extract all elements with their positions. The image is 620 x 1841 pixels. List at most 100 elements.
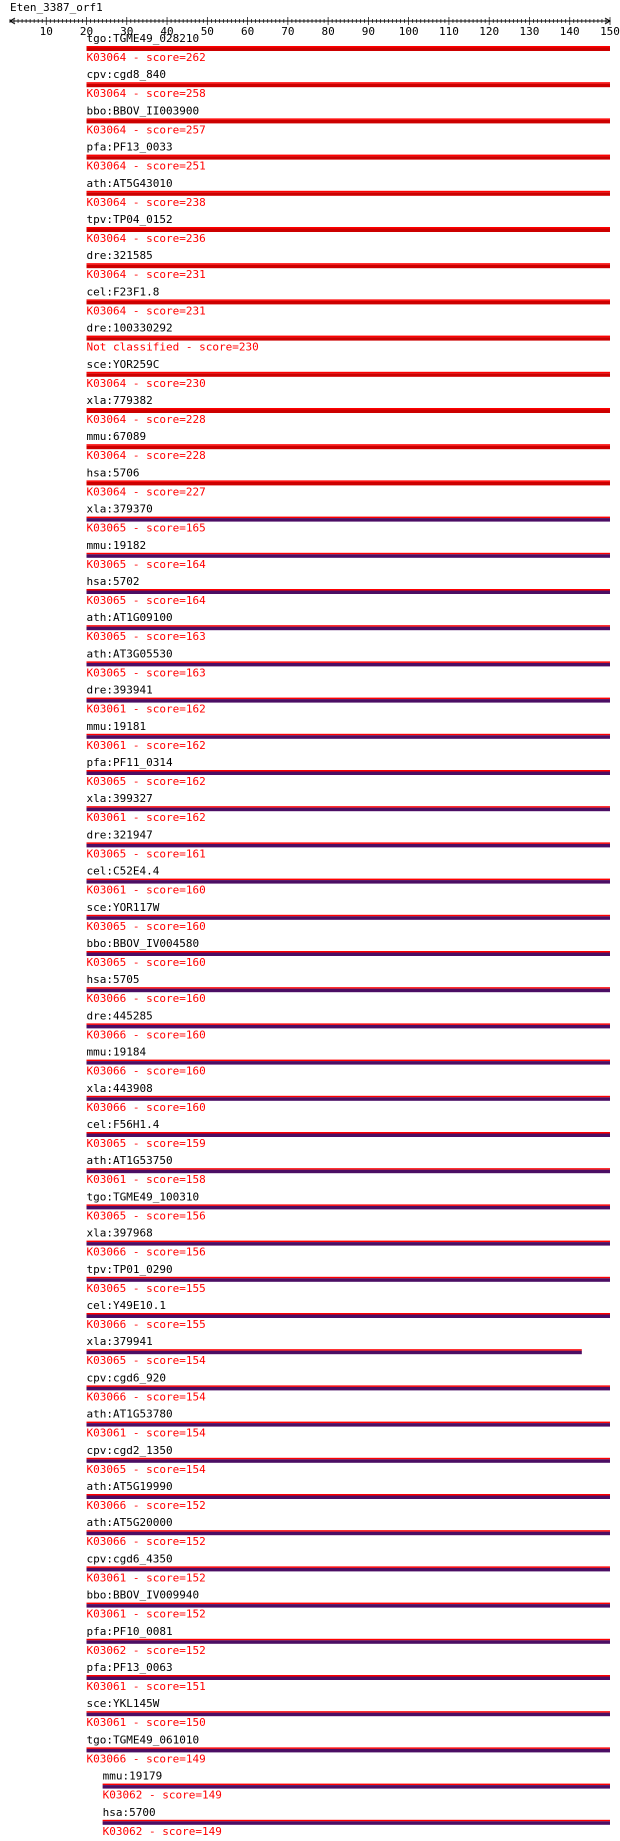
hit-bar[interactable] [86, 1640, 610, 1644]
hit-bar[interactable] [86, 1024, 610, 1029]
ko-score-label[interactable]: K03065 - score=164 [87, 594, 207, 607]
gene-label[interactable]: mmu:19179 [103, 1770, 163, 1783]
hit-bar[interactable] [86, 916, 610, 920]
gene-label[interactable]: cpv:cgd6_4350 [87, 1552, 173, 1565]
gene-label[interactable]: cpv:cgd6_920 [87, 1371, 166, 1384]
gene-label[interactable]: sce:YOR259C [87, 358, 160, 371]
gene-label[interactable]: dre:321585 [87, 249, 153, 262]
hit-bar[interactable] [102, 1785, 611, 1789]
gene-label[interactable]: cel:C52E4.4 [87, 865, 160, 878]
hit-bar[interactable] [86, 1061, 610, 1065]
ko-score-label[interactable]: K03064 - score=257 [87, 123, 206, 136]
ko-score-label[interactable]: K03066 - score=149 [87, 1752, 206, 1765]
ko-score-label[interactable]: K03061 - score=162 [87, 703, 206, 716]
ko-score-label[interactable]: K03061 - score=150 [87, 1716, 206, 1729]
gene-label[interactable]: tgo:TGME49_061010 [87, 1733, 200, 1746]
ko-score-label[interactable]: K03065 - score=159 [87, 1137, 206, 1150]
ko-score-label[interactable]: K03061 - score=152 [87, 1571, 206, 1584]
ko-score-label[interactable]: K03066 - score=155 [87, 1318, 206, 1331]
hit-bar[interactable] [86, 1748, 610, 1753]
ko-score-label[interactable]: K03061 - score=154 [87, 1427, 207, 1440]
ko-score-label[interactable]: K03062 - score=149 [103, 1825, 222, 1838]
hit-bar[interactable] [86, 337, 610, 341]
gene-label[interactable]: mmu:19184 [87, 1046, 147, 1059]
ko-score-label[interactable]: K03064 - score=228 [87, 413, 206, 426]
hit-bar[interactable] [86, 192, 610, 196]
hit-bar[interactable] [86, 47, 610, 52]
ko-score-label[interactable]: K03066 - score=160 [87, 1101, 206, 1114]
gene-label[interactable]: dre:100330292 [87, 322, 173, 335]
ko-score-label[interactable]: K03066 - score=152 [87, 1499, 206, 1512]
gene-label[interactable]: sce:YKL145W [87, 1697, 160, 1710]
gene-label[interactable]: bbo:BBOV_II003900 [87, 104, 200, 117]
hit-bar[interactable] [86, 300, 610, 305]
ko-score-label[interactable]: K03066 - score=156 [87, 1246, 206, 1259]
ko-score-label[interactable]: K03065 - score=163 [87, 666, 206, 679]
hit-bar[interactable] [86, 83, 610, 88]
ko-score-label[interactable]: K03064 - score=262 [87, 51, 206, 64]
gene-label[interactable]: cel:Y49E10.1 [87, 1299, 166, 1312]
gene-label[interactable]: ath:AT1G09100 [87, 611, 173, 624]
gene-label[interactable]: ath:AT5G43010 [87, 177, 173, 190]
ko-score-label[interactable]: K03061 - score=151 [87, 1680, 206, 1693]
hit-bar[interactable] [86, 843, 610, 848]
ko-score-label[interactable]: K03064 - score=251 [87, 160, 206, 173]
hit-bar[interactable] [86, 1423, 610, 1427]
gene-label[interactable]: xla:399327 [87, 792, 153, 805]
hit-bar[interactable] [86, 1205, 610, 1210]
ko-score-label[interactable]: K03064 - score=258 [87, 87, 206, 100]
gene-label[interactable]: ath:AT5G19990 [87, 1480, 173, 1493]
ko-score-label[interactable]: K03066 - score=160 [87, 1028, 206, 1041]
gene-label[interactable]: xla:397968 [87, 1227, 153, 1240]
ko-score-label[interactable]: K03066 - score=154 [87, 1390, 207, 1403]
hit-bar[interactable] [86, 626, 610, 631]
hit-bar[interactable] [86, 1386, 610, 1391]
ko-score-label[interactable]: K03065 - score=155 [87, 1282, 206, 1295]
gene-label[interactable]: dre:321947 [87, 828, 153, 841]
hit-bar[interactable] [86, 518, 610, 522]
ko-score-label[interactable]: K03061 - score=152 [87, 1608, 206, 1621]
ko-score-label[interactable]: K03064 - score=238 [87, 196, 206, 209]
ko-score-label[interactable]: K03064 - score=227 [87, 485, 206, 498]
gene-label[interactable]: ath:AT3G05530 [87, 647, 173, 660]
ko-score-label[interactable]: K03066 - score=160 [87, 992, 206, 1005]
hit-bar[interactable] [86, 228, 610, 233]
gene-label[interactable]: xla:379370 [87, 503, 153, 516]
gene-label[interactable]: ath:AT5G20000 [87, 1516, 173, 1529]
hit-bar[interactable] [86, 1712, 610, 1717]
gene-label[interactable]: pfa:PF13_0033 [87, 141, 173, 154]
gene-label[interactable]: dre:445285 [87, 1009, 153, 1022]
gene-label[interactable]: cel:F56H1.4 [87, 1118, 160, 1131]
ko-score-label[interactable]: K03065 - score=160 [87, 956, 206, 969]
hit-bar[interactable] [86, 662, 610, 667]
gene-label[interactable]: hsa:5702 [87, 575, 140, 588]
hit-bar[interactable] [86, 1676, 610, 1681]
gene-label[interactable]: tgo:TGME49_028210 [87, 32, 200, 45]
hit-bar[interactable] [86, 1495, 610, 1500]
ko-score-label[interactable]: K03065 - score=163 [87, 630, 206, 643]
ko-score-label[interactable]: K03061 - score=160 [87, 884, 206, 897]
ko-score-label[interactable]: K03062 - score=149 [103, 1789, 222, 1802]
hit-bar[interactable] [86, 1567, 610, 1572]
ko-score-label[interactable]: K03061 - score=158 [87, 1173, 206, 1186]
gene-label[interactable]: hsa:5705 [87, 973, 140, 986]
gene-label[interactable]: cpv:cgd8_840 [87, 68, 166, 81]
gene-label[interactable]: tgo:TGME49_100310 [87, 1190, 200, 1203]
gene-label[interactable]: ath:AT1G53750 [87, 1154, 173, 1167]
ko-score-label[interactable]: K03065 - score=162 [87, 775, 206, 788]
gene-label[interactable]: dre:393941 [87, 684, 153, 697]
gene-label[interactable]: hsa:5700 [103, 1806, 156, 1819]
ko-score-label[interactable]: K03065 - score=156 [87, 1209, 206, 1222]
hit-bar[interactable] [86, 880, 610, 884]
gene-label[interactable]: tpv:TP04_0152 [87, 213, 173, 226]
hit-bar[interactable] [86, 699, 610, 703]
gene-label[interactable]: pfa:PF10_0081 [87, 1625, 173, 1638]
hit-bar[interactable] [86, 1133, 610, 1138]
ko-score-label[interactable]: K03064 - score=228 [87, 449, 206, 462]
gene-label[interactable]: ath:AT1G53780 [87, 1408, 173, 1421]
hit-bar[interactable] [86, 119, 610, 124]
hit-bar[interactable] [86, 264, 610, 269]
hit-bar[interactable] [86, 1278, 610, 1282]
gene-label[interactable]: pfa:PF11_0314 [87, 756, 173, 769]
ko-score-label[interactable]: K03066 - score=160 [87, 1065, 206, 1078]
